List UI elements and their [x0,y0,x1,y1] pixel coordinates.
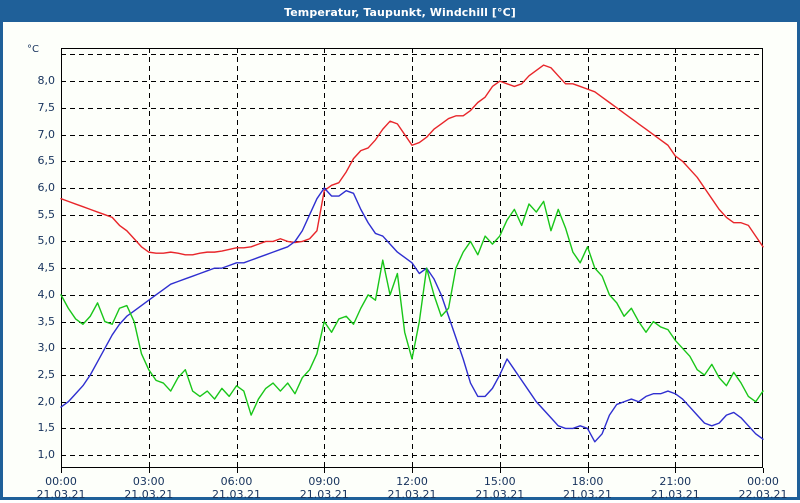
x-axis-tick-date: 21.03.21 [387,488,437,501]
y-axis-tick-label: 2,0 [37,394,56,408]
x-axis-tick-date: 22.03.21 [738,488,788,501]
series-line-temperatur [60,64,764,256]
gridlines-vertical [149,48,676,468]
x-axis-tick-date: 21.03.21 [563,488,612,501]
chart-plot-svg [60,48,764,473]
x-axis-tick-time: 15:00 [483,475,516,488]
x-axis-tick-label: 12:00 21.03.21 [377,475,447,502]
window-titlebar: Temperatur, Taupunkt, Windchill [°C] [3,3,797,22]
x-axis-tick-time: 00:00 [45,475,77,488]
y-axis-tick-label: 8,0 [37,74,56,88]
x-axis-tick-time: 06:00 [220,475,253,488]
y-axis-tick-label: 3,5 [37,314,56,328]
y-axis-tick-label: 2,5 [37,368,56,382]
x-axis-tick-date: 21.03.21 [650,488,700,501]
plot-frame [61,48,763,468]
x-axis-tick-date: 21.03.21 [299,488,349,501]
x-axis-tick-date: 21.03.21 [36,488,86,501]
x-axis-tick-time: 03:00 [132,475,165,488]
series-line-windchill [60,200,764,416]
y-axis-tick-label: 6,0 [37,181,56,194]
y-axis-tick-label: 4,5 [37,261,56,275]
window-title: Temperatur, Taupunkt, Windchill [°C] [284,6,516,19]
x-axis-tick-time: 00:00 [747,475,779,488]
x-axis-tick-label: 15:00 21.03.21 [465,475,535,502]
y-axis-tick-label: 4,0 [37,287,56,301]
y-axis-tick-label: 1,5 [37,421,56,435]
y-axis-tick-label: 5,5 [37,207,56,221]
y-axis-unit-label: °C [27,44,39,55]
x-axis-tick-date: 21.03.21 [475,488,525,501]
y-axis-tick-label: 7,5 [37,100,56,114]
x-axis-tick-label: 00:00 22.03.21 [728,475,798,502]
x-axis-tick-label: 00:00 21.03.21 [26,475,96,502]
y-axis-tick-label: 1,0 [37,448,56,462]
x-axis-tick-label: 21:00 21.03.21 [640,475,710,502]
x-axis-tick-time: 12:00 [396,475,428,488]
x-axis-tick-date: 21.03.21 [124,488,174,501]
y-axis-tick-label: 5,0 [37,234,56,248]
x-axis-tick-date: 21.03.21 [212,488,261,501]
x-axis-tick-label: 03:00 21.03.21 [114,475,184,502]
x-axis-tick-time: 18:00 [571,475,604,488]
x-axis-tick-time: 09:00 [308,475,341,488]
y-axis-tick-label: 6,5 [37,154,56,168]
x-axis-tick-time: 21:00 [659,475,692,488]
series-line-taupunkt [60,187,764,443]
x-axis-tick-label: 06:00 21.03.21 [202,475,272,502]
y-axis-tick-label: 7,0 [37,127,56,141]
y-axis-tick-label: 3,0 [37,341,56,355]
axis-ticks [61,468,764,473]
x-axis-tick-label: 09:00 21.03.21 [289,475,359,502]
x-axis-tick-label: 18:00 21.03.21 [553,475,623,502]
